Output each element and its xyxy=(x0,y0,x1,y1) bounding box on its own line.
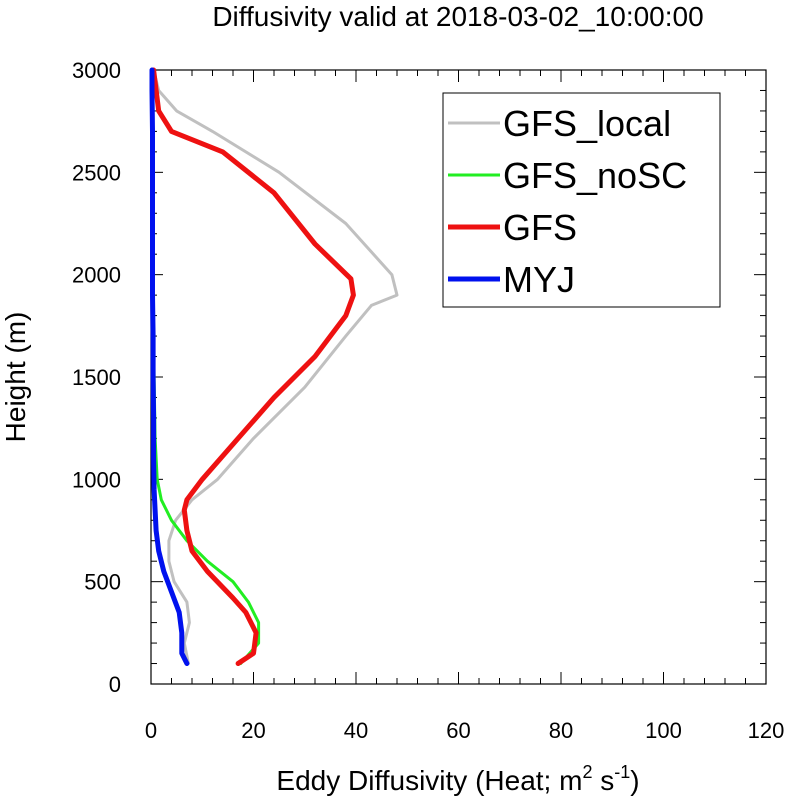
series-line-myj xyxy=(149,67,190,666)
x-tick-label: 60 xyxy=(446,718,470,743)
y-tick-label: 2000 xyxy=(72,263,121,288)
legend-label-gfs-nosc: GFS_noSC xyxy=(503,155,687,196)
series-lines xyxy=(149,67,399,666)
x-tick-label: 120 xyxy=(748,718,785,743)
series-line-gfs-local xyxy=(152,68,399,665)
legend-label-gfs: GFS xyxy=(503,207,577,248)
y-tick-label: 1000 xyxy=(72,467,121,492)
series-line-gfs-nosc xyxy=(150,68,261,665)
series-line-gfs xyxy=(151,67,356,666)
y-axis-label: Height (m) xyxy=(0,312,31,443)
y-tick-label: 500 xyxy=(84,570,121,595)
x-tick-label: 20 xyxy=(241,718,265,743)
y-tick-label: 1500 xyxy=(72,365,121,390)
y-tick-labels: 0 500 1000 1500 2000 2500 3000 xyxy=(72,58,121,697)
x-tick-label: 100 xyxy=(645,718,682,743)
x-axis-label: Eddy Diffusivity (Heat; m2 s-1) xyxy=(276,762,639,796)
legend-box xyxy=(442,92,721,308)
y-tick-label: 3000 xyxy=(72,58,121,83)
x-tick-labels: 0 20 40 60 80 100 120 xyxy=(145,718,784,743)
legend-label-gfs-local: GFS_local xyxy=(503,103,671,144)
legend: GFS_local GFS_noSC GFS MYJ xyxy=(442,92,721,308)
x-tick-label: 40 xyxy=(344,718,368,743)
x-tick-label: 0 xyxy=(145,718,157,743)
legend-label-myj: MYJ xyxy=(503,259,575,300)
y-tick-label: 2500 xyxy=(72,160,121,185)
y-tick-label: 0 xyxy=(109,672,121,697)
chart-title: Diffusivity valid at 2018-03-02_10:00:00 xyxy=(212,1,703,32)
x-tick-label: 80 xyxy=(549,718,573,743)
